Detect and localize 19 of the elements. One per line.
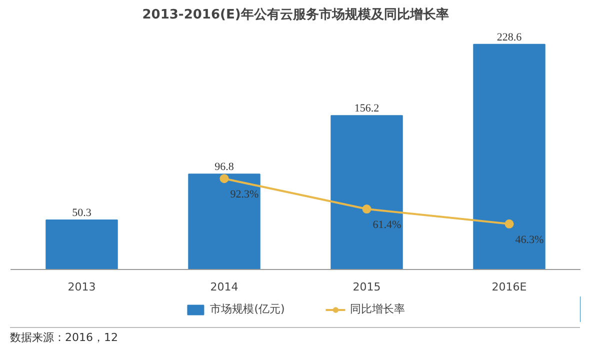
bar	[46, 219, 118, 270]
bar	[473, 44, 546, 270]
data-label: 96.8	[214, 161, 234, 174]
data-label: 92.3%	[230, 188, 259, 201]
bar	[188, 174, 260, 270]
x-tick-label: 2016E	[492, 280, 527, 294]
x-tick-label: 2013	[68, 280, 96, 294]
data-label: 61.4%	[372, 219, 402, 232]
x-tick-label: 2014	[210, 280, 238, 294]
legend-label: 同比增长率	[350, 302, 405, 316]
chart-title: 2013-2016(E)年公有云服务市场规模及同比增长率	[142, 6, 449, 22]
bar	[330, 115, 403, 270]
x-tick-label: 2015	[352, 280, 381, 294]
legend-label: 市场规模(亿元)	[210, 302, 285, 316]
data-label: 50.3	[72, 206, 92, 219]
data-label: 46.3%	[515, 234, 544, 246]
source-note: 数据来源：2016，12	[10, 330, 118, 346]
data-label: 228.6	[496, 31, 522, 44]
data-label: 156.2	[354, 102, 380, 115]
